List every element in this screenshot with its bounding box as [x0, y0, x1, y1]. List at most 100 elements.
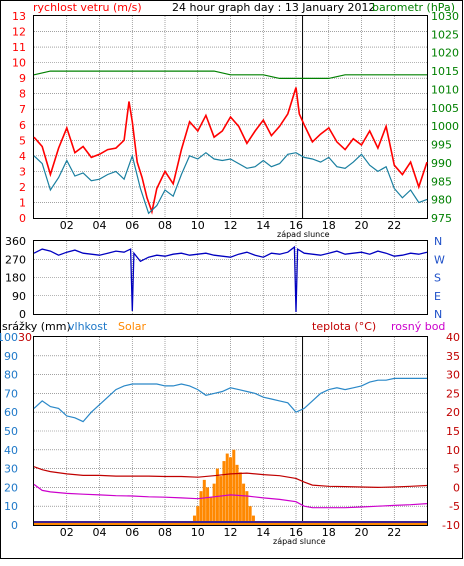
- hour-tick-label: 04: [93, 526, 107, 539]
- temperature-tick-label: 25: [446, 387, 460, 400]
- humidity-tick-label: 60: [4, 406, 18, 419]
- humidity-tick-label: 100: [0, 331, 18, 344]
- direction-tick-label: 360: [5, 235, 26, 248]
- temperature-tick-label: 40: [446, 331, 460, 344]
- humidity-tick-label: 50: [4, 425, 18, 438]
- solar-axis-label: Solar: [118, 320, 147, 333]
- hour-tick-label: 20: [355, 526, 369, 539]
- hour-tick-label: 06: [125, 526, 139, 539]
- wind-speed-tick-label: 6: [19, 119, 26, 132]
- solar-bar: [225, 453, 229, 525]
- temperature-axis-label: teplota (°C): [312, 320, 376, 333]
- solar-bar: [199, 491, 203, 525]
- hour-tick-label: 10: [191, 526, 205, 539]
- solar-bar: [219, 476, 223, 525]
- wind-speed-tick-label: 9: [19, 72, 26, 85]
- mid-grid: [34, 241, 427, 314]
- direction-tick-label: 90: [12, 290, 26, 303]
- wind-pressure-panel: rychlost vetru (m/s) 24 hour graph day :…: [12, 1, 459, 239]
- humidity-tick-label: 90: [4, 350, 18, 363]
- temperature-tick-label: -10: [442, 519, 460, 532]
- pressure-ticks: 1030 1025 1020 1015 1010 1005 1000 995 990 985 980…: [431, 10, 459, 225]
- wind-speed-tick-label: 5: [19, 134, 26, 147]
- pressure-tick-label: 980: [431, 194, 452, 207]
- wind-speed-tick-label: 7: [19, 103, 26, 116]
- hour-tick-label: 22: [387, 219, 401, 232]
- temperature-line: [33, 466, 428, 489]
- solar-bar: [251, 515, 255, 525]
- pressure-tick-label: 985: [431, 175, 452, 188]
- top-plot-frame: [33, 15, 428, 219]
- temperature-tick-label: 30: [446, 369, 460, 382]
- pressure-tick-label: 1010: [431, 83, 459, 96]
- solar-bar: [192, 515, 196, 525]
- top-series: [33, 70, 428, 215]
- pressure-axis-label: barometr (hPa): [372, 1, 455, 14]
- compass-tick-label: S: [434, 272, 441, 285]
- hour-tick-label: 02: [60, 219, 74, 232]
- bottom-hour-ticks: 02 04 06 08 10 12 14 16 18 20 22: [60, 526, 402, 539]
- compass-tick-label: E: [434, 290, 441, 303]
- solar-bar: [248, 506, 252, 525]
- hour-tick-label: 04: [93, 219, 107, 232]
- pressure-tick-label: 1015: [431, 65, 459, 78]
- wind-speed-tick-label: 4: [19, 150, 26, 163]
- temperature-tick-label: 35: [446, 350, 460, 363]
- direction-tick-label: 0: [19, 308, 26, 321]
- wind-speed-tick-label: 0: [19, 212, 26, 225]
- temperature-tick-label: 5: [453, 463, 460, 476]
- wind-speed-tick-label: 11: [12, 41, 26, 54]
- solar-bar: [206, 487, 210, 525]
- solar-bar: [212, 483, 216, 525]
- humidity-tick-label: 20: [4, 481, 18, 494]
- direction-tick-label: 180: [5, 272, 26, 285]
- sunset-label-top: západ slunce: [277, 230, 330, 239]
- solar-bar: [242, 483, 246, 525]
- solar-bar: [245, 491, 249, 525]
- solar-bar: [222, 461, 226, 525]
- top-hour-ticks: 02 04 06 08 10 12 14 16 18 20 22: [60, 219, 402, 232]
- temperature-humidity-panel: srážky (mm) vlhkost Solar teplota (°C) r…: [0, 320, 460, 546]
- pressure-tick-label: 995: [431, 139, 452, 152]
- hour-tick-label: 18: [322, 219, 336, 232]
- hour-tick-label: 18: [322, 526, 336, 539]
- hour-tick-label: 02: [60, 526, 74, 539]
- humidity-tick-label: 70: [4, 387, 18, 400]
- compass-tick-label: N: [434, 308, 442, 321]
- solar-bar: [209, 496, 213, 525]
- wind-speed-tick-label: 8: [19, 88, 26, 101]
- pressure-line: [33, 70, 427, 80]
- top-grid: [34, 16, 427, 218]
- pressure-tick-label: 1005: [431, 102, 459, 115]
- humidity-line: [33, 377, 427, 423]
- hour-tick-label: 06: [125, 219, 139, 232]
- pressure-tick-label: 975: [431, 212, 452, 225]
- wind-gust-line: [33, 87, 428, 215]
- solar-bar: [232, 449, 236, 525]
- hour-tick-label: 12: [224, 526, 238, 539]
- solar-bar: [196, 506, 200, 525]
- direction-tick-label: 270: [5, 253, 26, 266]
- wind-speed-tick-label: 3: [19, 165, 26, 178]
- pressure-tick-label: 990: [431, 157, 452, 170]
- humidity-tick-label: 80: [4, 369, 18, 382]
- temperature-tick-label: 15: [446, 425, 460, 438]
- hour-tick-label: 10: [191, 219, 205, 232]
- wind-speed-tick-label: 2: [19, 181, 26, 194]
- rain-tick-label: 30: [18, 331, 32, 344]
- wind-speed-tick-label: 13: [12, 10, 26, 23]
- hour-tick-label: 14: [256, 219, 270, 232]
- pressure-tick-label: 1030: [431, 10, 459, 23]
- dew-point-axis-label: rosný bod: [391, 320, 445, 333]
- pressure-tick-label: 1000: [431, 120, 459, 133]
- solar-bar: [238, 472, 242, 525]
- hour-tick-label: 16: [289, 526, 303, 539]
- hour-tick-label: 08: [158, 526, 172, 539]
